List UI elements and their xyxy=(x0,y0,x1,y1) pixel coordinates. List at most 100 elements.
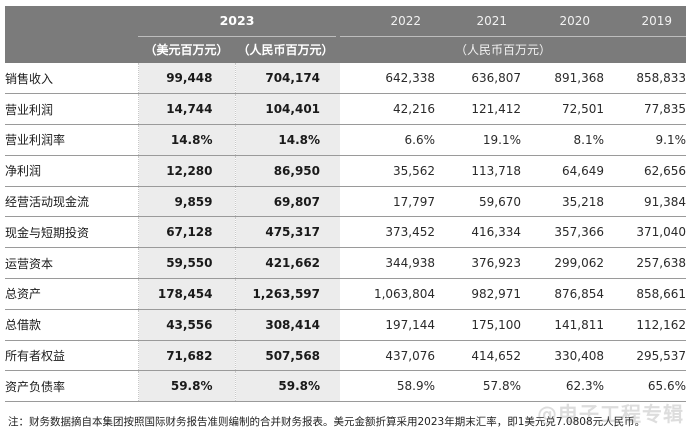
financial-summary-table: 2023 2022 2021 2020 2019 （美元百万元） （人民币百万元… xyxy=(5,6,687,403)
cell-2020: 8.1% xyxy=(521,124,605,156)
cell-2021: 121,412 xyxy=(435,93,522,126)
table-row: 净利润 12,280 86,950 35,562 113,718 64,649 62,656 xyxy=(5,155,687,187)
header-year-2022: 2022 xyxy=(340,6,436,36)
cell-gap xyxy=(336,124,341,156)
header-row-years: 2023 2022 2021 2020 2019 xyxy=(5,6,687,36)
cell-2020: 891,368 xyxy=(521,63,605,95)
cell-2020: 876,854 xyxy=(521,278,605,310)
row-label: 资产负债率 xyxy=(5,370,138,403)
table-row: 总借款 43,556 308,414 197,144 175,100 141,811 112… xyxy=(5,309,687,341)
watermark: @电子工程专辑 xyxy=(537,402,684,426)
row-label: 总资产 xyxy=(5,278,138,310)
cell-rmb-2023: 59.8% xyxy=(234,370,337,403)
unit-usd: （美元百万元） xyxy=(138,35,235,63)
cell-2020: 141,811 xyxy=(521,309,605,341)
cell-2022: 58.9% xyxy=(340,370,436,403)
table-body: 销售收入 99,448 704,174 642,338 636,807 891,368 85… xyxy=(5,63,687,403)
table-row: 销售收入 99,448 704,174 642,338 636,807 891,368 85… xyxy=(5,63,687,95)
cell-usd-2023: 14.8% xyxy=(137,124,235,156)
cell-rmb-2023: 308,414 xyxy=(234,309,337,341)
header-row-units: （美元百万元） （人民币百万元） （人民币百万元） xyxy=(5,35,687,63)
cell-usd-2023: 43,556 xyxy=(137,309,235,341)
cell-2022: 17,797 xyxy=(340,186,436,218)
cell-rmb-2023: 69,807 xyxy=(234,186,337,218)
cell-2022: 373,452 xyxy=(340,216,436,249)
header-year-2021: 2021 xyxy=(435,6,522,36)
cell-2022: 344,938 xyxy=(340,247,436,280)
cell-2019: 858,661 xyxy=(604,278,687,310)
cell-2020: 35,218 xyxy=(521,186,605,218)
table-row: 所有者权益 71,682 507,568 437,076 414,652 330,408 2… xyxy=(5,340,687,372)
cell-2021: 376,923 xyxy=(435,247,522,280)
cell-rmb-2023: 421,662 xyxy=(234,247,337,280)
cell-2020: 62.3% xyxy=(521,370,605,403)
cell-2019: 9.1% xyxy=(604,124,687,156)
header-gap xyxy=(336,6,341,36)
row-label: 运营资本 xyxy=(5,247,138,280)
cell-2019: 62,656 xyxy=(604,155,687,187)
cell-rmb-2023: 507,568 xyxy=(234,340,337,372)
row-label: 总借款 xyxy=(5,309,138,341)
cell-gap xyxy=(336,216,341,249)
cell-usd-2023: 67,128 xyxy=(137,216,235,249)
cell-2022: 437,076 xyxy=(340,340,436,372)
cell-2021: 414,652 xyxy=(435,340,522,372)
cell-rmb-2023: 86,950 xyxy=(234,155,337,187)
table-row: 营业利润 14,744 104,401 42,216 121,412 72,501 77,8… xyxy=(5,93,687,126)
cell-2019: 257,638 xyxy=(604,247,687,280)
cell-2021: 175,100 xyxy=(435,309,522,341)
cell-2019: 858,833 xyxy=(604,63,687,95)
header-corner xyxy=(5,6,138,36)
row-label: 净利润 xyxy=(5,155,138,187)
row-label: 现金与短期投资 xyxy=(5,216,138,249)
cell-2022: 642,338 xyxy=(340,63,436,95)
header-year-2019: 2019 xyxy=(604,6,687,36)
row-label: 所有者权益 xyxy=(5,340,138,372)
cell-usd-2023: 12,280 xyxy=(137,155,235,187)
table-row: 现金与短期投资 67,128 475,317 373,452 416,334 357,36… xyxy=(5,216,687,249)
cell-2020: 357,366 xyxy=(521,216,605,249)
cell-gap xyxy=(336,93,341,126)
cell-gap xyxy=(336,278,341,310)
cell-usd-2023: 59,550 xyxy=(137,247,235,280)
cell-2019: 77,835 xyxy=(604,93,687,126)
cell-2022: 1,063,804 xyxy=(340,278,436,310)
cell-2020: 330,408 xyxy=(521,340,605,372)
cell-2020: 299,062 xyxy=(521,247,605,280)
cell-2021: 982,971 xyxy=(435,278,522,310)
row-label: 营业利润 xyxy=(5,93,138,126)
table-row: 营业利润率 14.8% 14.8% 6.6% 19.1% 8.1% 9.1% xyxy=(5,124,687,156)
header-gap-2 xyxy=(336,36,341,63)
cell-gap xyxy=(336,63,341,95)
cell-2019: 112,162 xyxy=(604,309,687,341)
cell-2019: 65.6% xyxy=(604,370,687,403)
footnote: 注：财务数据摘自本集团按照国际财务报告准则编制的合并财务报表。美元金额折算采用2… xyxy=(8,416,646,428)
cell-2021: 113,718 xyxy=(435,155,522,187)
unit-rmb-history: （人民币百万元） xyxy=(340,35,687,63)
cell-rmb-2023: 1,263,597 xyxy=(234,278,337,310)
cell-usd-2023: 178,454 xyxy=(137,278,235,310)
cell-2020: 64,649 xyxy=(521,155,605,187)
cell-rmb-2023: 704,174 xyxy=(234,63,337,95)
cell-gap xyxy=(336,340,341,372)
cell-gap xyxy=(336,370,341,403)
cell-gap xyxy=(336,155,341,187)
header-corner-2 xyxy=(5,36,138,63)
row-label: 经营活动现金流 xyxy=(5,186,138,218)
cell-gap xyxy=(336,186,341,218)
cell-2019: 91,384 xyxy=(604,186,687,218)
cell-usd-2023: 59.8% xyxy=(137,370,235,403)
cell-usd-2023: 14,744 xyxy=(137,93,235,126)
cell-2022: 35,562 xyxy=(340,155,436,187)
table-row: 总资产 178,454 1,263,597 1,063,804 982,971 876,8… xyxy=(5,278,687,310)
header-year-2023: 2023 xyxy=(138,6,337,36)
cell-2021: 57.8% xyxy=(435,370,522,403)
cell-2020: 72,501 xyxy=(521,93,605,126)
cell-2021: 636,807 xyxy=(435,63,522,95)
cell-2022: 6.6% xyxy=(340,124,436,156)
cell-2022: 197,144 xyxy=(340,309,436,341)
cell-gap xyxy=(336,309,341,341)
unit-rmb-2023: （人民币百万元） xyxy=(235,35,337,63)
cell-2022: 42,216 xyxy=(340,93,436,126)
cell-2019: 295,537 xyxy=(604,340,687,372)
